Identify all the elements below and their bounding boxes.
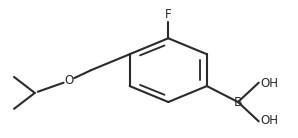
Text: O: O <box>64 74 74 87</box>
Text: OH: OH <box>260 77 278 90</box>
Text: F: F <box>165 8 172 21</box>
Text: B: B <box>234 95 242 108</box>
Text: OH: OH <box>260 114 278 127</box>
